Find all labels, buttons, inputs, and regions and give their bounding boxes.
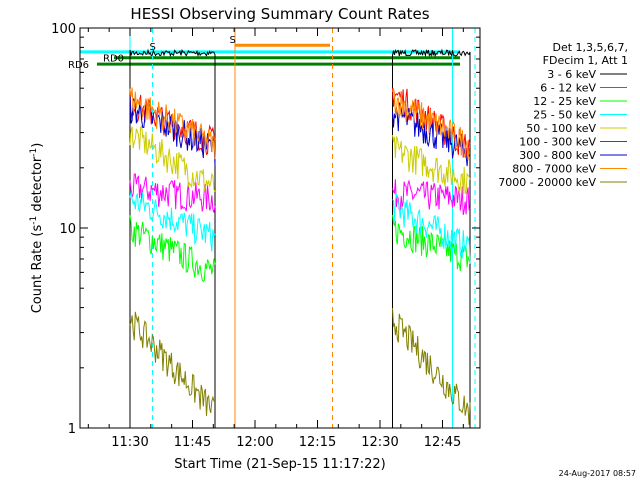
series-segment-line (392, 179, 471, 216)
series-3 (129, 191, 471, 264)
x-axis-label: Start Time (21-Sep-15 11:17:22) (174, 457, 385, 472)
y-axis-label-sup1: -1 (29, 216, 39, 225)
legend-entry-label: 300 - 800 keV (519, 149, 596, 162)
chart-title: HESSI Observing Summary Count Rates (130, 5, 429, 23)
y-tick-label: 100 (51, 22, 76, 37)
series-segment-line (129, 311, 216, 416)
x-tick-label: 12:00 (236, 435, 273, 450)
series-8 (129, 308, 471, 425)
series-segment-line (129, 191, 216, 252)
x-tick-label: 11:30 (111, 435, 148, 450)
flag-annotation: S (150, 42, 156, 53)
series-segment-line (392, 135, 471, 195)
series-segment-line (129, 173, 216, 213)
legend-entry-label: 100 - 300 keV (519, 136, 596, 149)
series-segment-line (392, 48, 471, 428)
footer-timestamp: 24-Aug-2017 08:57 (559, 469, 636, 478)
series-4 (129, 125, 471, 195)
y-axis-label-main: Count Rate (s (30, 225, 45, 314)
series-segment-line (392, 193, 471, 264)
series-segment-line (392, 308, 471, 425)
y-tick-label: 1 (68, 422, 76, 437)
series-segment-line (392, 214, 471, 272)
series-segment-line (129, 94, 216, 166)
legend-entry-label: 7000 - 20000 keV (498, 176, 596, 189)
series-segment-line (392, 88, 471, 161)
legend-entry-label: 12 - 25 keV (533, 95, 596, 108)
legend-entry-label: 25 - 50 keV (533, 109, 596, 122)
series-0 (129, 48, 471, 428)
x-tick-label: 12:15 (299, 435, 336, 450)
legend: Det 1,3,5,6,7, FDecim 1, Att 1 3 - 6 keV… (498, 41, 628, 189)
flag-annotation: S (230, 35, 236, 46)
plot-marks: RD0 RD6 S S (68, 28, 476, 428)
series-segment-line (129, 215, 216, 283)
series-segment-line (129, 87, 216, 160)
axis-ticks: 1 10 100 11:30 11:45 12:00 12:15 12:30 12:45 (51, 22, 480, 450)
legend-entry-label: 3 - 6 keV (547, 68, 596, 81)
flag-annotation: RD6 (68, 60, 89, 71)
series-2 (129, 214, 471, 283)
legend-entry-label: 800 - 7000 keV (512, 163, 596, 176)
series-7 (129, 87, 471, 161)
series-segment-line (129, 125, 216, 192)
x-tick-label: 11:45 (174, 435, 211, 450)
y-axis-label-sup2: -1 (29, 148, 39, 157)
x-tick-label: 12:45 (424, 435, 461, 450)
legend-entry-label: 6 - 12 keV (540, 82, 596, 95)
x-tick-label: 12:30 (361, 435, 398, 450)
legend-header-line-1: Det 1,3,5,6,7, (552, 41, 628, 54)
legend-header-line-2: FDecim 1, Att 1 (543, 54, 628, 67)
legend-entry-label: 50 - 100 keV (526, 122, 596, 135)
series-segment-line (129, 48, 216, 428)
series-1 (129, 173, 471, 216)
y-axis-label-end: ) (30, 143, 45, 148)
y-tick-label: 10 (59, 222, 76, 237)
y-axis-label: Count Rate (s-1 detector-1) (29, 143, 45, 314)
flag-annotation: RD0 (103, 54, 124, 65)
y-axis-label-mid: detector (30, 156, 45, 216)
